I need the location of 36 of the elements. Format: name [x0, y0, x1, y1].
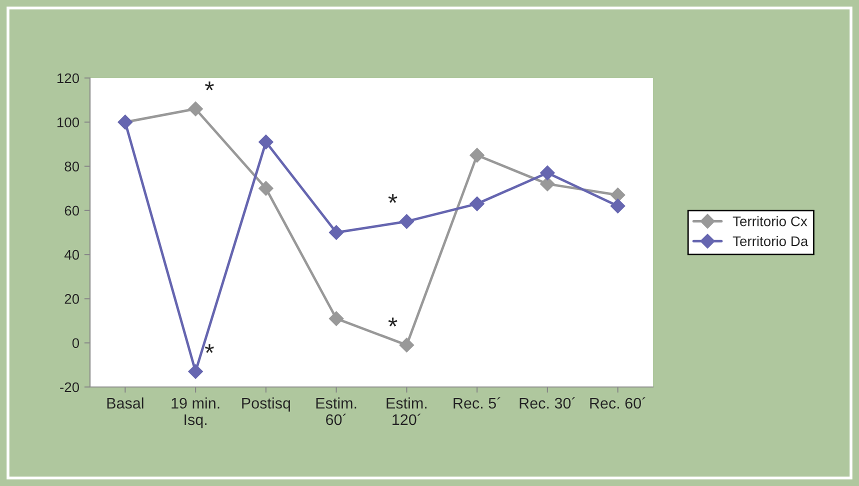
point [188, 364, 203, 379]
y-tick-label: 40 [64, 250, 80, 260]
point [399, 214, 414, 229]
y-tick-label: -20 [60, 382, 80, 392]
point [258, 134, 274, 150]
x-tick-label: Rec. 30´ [520, 397, 575, 409]
x-tick-label: 19 min. Isq. [172, 397, 220, 428]
annotation: * [388, 194, 398, 203]
point [328, 225, 344, 240]
point [610, 188, 626, 202]
point [540, 166, 555, 180]
point [470, 196, 484, 212]
y-tick-label: 0 [72, 338, 80, 348]
x-tick-label: Rec. 5´ [454, 397, 500, 409]
y-tick-label: 60 [64, 206, 80, 216]
y-tick-label: 100 [57, 117, 80, 128]
annotation: * [204, 344, 214, 353]
point [540, 176, 555, 192]
annotation: * [204, 82, 214, 90]
point [470, 148, 484, 163]
point [258, 180, 274, 196]
point [610, 198, 626, 214]
y-tick-label: 120 [57, 73, 80, 84]
x-tick-label: Postisq [242, 397, 290, 412]
x-tick-label: Estim. 120´ [386, 397, 427, 426]
legend-label: Territorio Cx [732, 216, 808, 226]
y-tick-label: 80 [64, 162, 80, 172]
x-tick-label: Basal [107, 397, 144, 409]
x-tick-label: Estim. 60´ [316, 397, 356, 426]
point [399, 338, 414, 352]
x-tick-label: Rec. 60´ [590, 397, 646, 409]
legend-label: Territorio Da [732, 236, 808, 246]
point [328, 311, 344, 326]
point [188, 102, 203, 116]
y-tick-label: 20 [64, 294, 80, 304]
annotation: * [388, 318, 398, 326]
